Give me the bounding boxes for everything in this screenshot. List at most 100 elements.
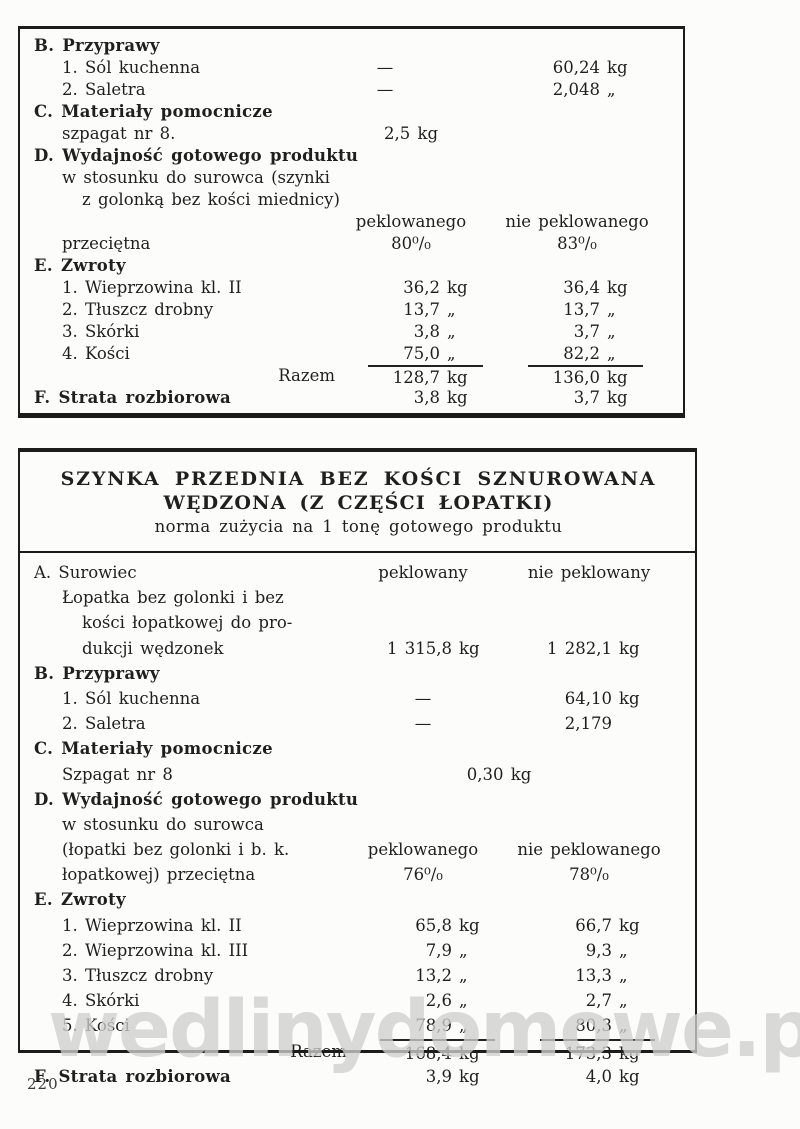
row-label: 1. Sól kuchenna — [62, 58, 201, 77]
col2-value: nie peklowanego — [505, 837, 683, 862]
value-number: 1 282,1 — [547, 638, 612, 658]
col2-value — [493, 255, 671, 277]
centered-value: — — [376, 80, 394, 99]
value-number: 65,8 — [415, 915, 452, 935]
col2-value — [493, 35, 671, 57]
col1-value — [343, 35, 493, 57]
col2-value: 2,179 — [505, 711, 683, 736]
col1-value: 2,6 „ — [355, 988, 505, 1013]
centered-value: 83⁰/₀ — [557, 234, 597, 253]
col1-value — [355, 661, 505, 686]
centered-value: — — [376, 58, 394, 77]
table-row: B. Przyprawy — [34, 35, 671, 57]
col1-value: 13,7 „ — [343, 299, 493, 321]
value-unit: kg — [459, 915, 480, 935]
szynka-przednia-table: SZYNKA PRZEDNIA BEZ KOŚCI SZNUROWANA WĘD… — [18, 448, 697, 1086]
col2-value — [508, 787, 686, 812]
table-row: łopatkowej) przeciętna 76⁰/₀ 78⁰/₀ — [34, 862, 683, 887]
col2-value — [505, 736, 683, 761]
value-number: 2,048 — [552, 80, 600, 99]
table-row: 4. Skórki 2,6 „ 2,7 „ — [34, 988, 683, 1013]
col1-value — [343, 189, 493, 211]
table-row: 2. Saletra — 2,179 — [34, 711, 683, 736]
table-row: szpagat nr 8. 2,5 kg — [34, 123, 671, 145]
col1-value: peklowanego — [343, 211, 493, 233]
col1-value: 128,7 kg — [343, 365, 493, 389]
col1-value: 3,8 „ — [343, 321, 493, 343]
centered-value: nie peklowanego — [505, 212, 649, 231]
span-value: 0,30 kg — [466, 764, 532, 784]
value-block: 2,048 „ — [544, 79, 643, 101]
value-block: 75,0 „ — [384, 343, 483, 365]
value-block: 36,2 kg — [384, 277, 483, 299]
table-row: peklowanego nie peklowanego — [34, 211, 671, 233]
value-unit: kg — [447, 368, 468, 387]
col2-value — [505, 812, 683, 837]
value-number: 78,9 — [415, 1016, 452, 1036]
table2-title-block: SZYNKA PRZEDNIA BEZ KOŚCI SZNUROWANA WĘD… — [34, 452, 683, 551]
value-block: 13,3 „ — [556, 963, 655, 988]
col2-value: 9,3 „ — [505, 938, 683, 963]
value-number: 3,7 — [573, 388, 600, 407]
title-separator-line — [20, 551, 695, 553]
centered-value: 78⁰/₀ — [569, 865, 609, 885]
value-unit: „ — [619, 940, 628, 960]
table-row: F. Strata rozbiorowa 3,8 kg 3,7 kg — [34, 387, 671, 409]
value-number: 75,0 — [403, 344, 440, 363]
centered-value: peklowanego — [367, 840, 479, 860]
row-label: w stosunku do surowca (szynki — [62, 168, 330, 187]
col1-value: — — [343, 57, 493, 79]
value-number: 168,4 — [404, 1043, 452, 1063]
value-number: 2,179 — [564, 714, 612, 734]
centered-value: nie peklowany — [527, 563, 651, 582]
col1-value: 1 315,8 kg — [355, 636, 505, 661]
table2-rows: A. Surowiec peklowany nie peklowany Łopatka… — [34, 560, 683, 1089]
col2-value — [505, 585, 683, 610]
col2-value: 2,7 „ — [505, 988, 683, 1013]
value-block: 1 315,8 kg — [387, 636, 495, 661]
table-row: F. Strata rozbiorowa 3,9 kg 4,0 kg — [34, 1064, 683, 1089]
table-row: 1. Sól kuchenna — 60,24 kg — [34, 57, 671, 79]
row-label: E. Zwroty — [34, 256, 126, 275]
value-number: 136,0 — [552, 368, 600, 387]
value-unit: kg — [459, 1043, 480, 1063]
value-number: 13,2 — [415, 966, 452, 985]
col2-value: 60,24 kg — [493, 57, 671, 79]
value-number: 82,2 — [563, 344, 600, 363]
row-label: 1. Sól kuchenna — [62, 688, 201, 708]
row-label: Łopatka bez golonki i bez — [62, 588, 284, 608]
value-number: 64,10 — [564, 688, 612, 708]
col2-value — [508, 145, 686, 167]
table-row: 1. Sól kuchenna — 64,10 kg — [34, 686, 683, 711]
col1-value — [343, 101, 493, 123]
value-block: 80,3 „ — [556, 1013, 655, 1038]
col1-value — [355, 736, 505, 761]
value-unit: „ — [619, 1016, 628, 1036]
table-row: B. Przyprawy — [34, 661, 683, 686]
table1-rows: B. Przyprawy 1. Sól kuchenna — 60,24 kg 2. Sa… — [34, 35, 671, 409]
row-label: 2. Saletra — [62, 80, 146, 99]
sum-value-block: 128,7 kg — [368, 365, 483, 389]
value-block: 7,9 „ — [396, 938, 495, 963]
value-number: 3,8 — [413, 388, 440, 407]
col1-value: 78,9 „ — [355, 1013, 505, 1038]
centered-value: peklowanego — [355, 212, 467, 231]
sum-value-block: 168,4 kg — [380, 1038, 495, 1066]
table-row: Łopatka bez golonki i bez — [34, 585, 683, 610]
value-number: 80,3 — [575, 1016, 612, 1036]
value-unit: „ — [619, 966, 628, 985]
value-unit: kg — [619, 915, 640, 935]
value-block: 2,179 — [556, 711, 655, 736]
value-number: 60,24 — [552, 58, 600, 77]
table-row: C. Materiały pomocnicze — [34, 736, 683, 761]
value-block: 1 282,1 kg — [547, 636, 655, 661]
value-number: 173,3 — [564, 1043, 612, 1063]
value-number: 3,8 — [413, 322, 440, 341]
row-label: dukcji wędzonek — [82, 638, 224, 658]
value-number: 36,4 — [563, 278, 600, 297]
value-block: 3,8 kg — [384, 387, 483, 409]
table-row: przeciętna 80⁰/₀ 83⁰/₀ — [34, 233, 671, 255]
table-row: 5. Kości 78,9 „ 80,3 „ — [34, 1013, 683, 1038]
col2-value — [493, 123, 671, 145]
value-unit: kg — [607, 388, 628, 407]
